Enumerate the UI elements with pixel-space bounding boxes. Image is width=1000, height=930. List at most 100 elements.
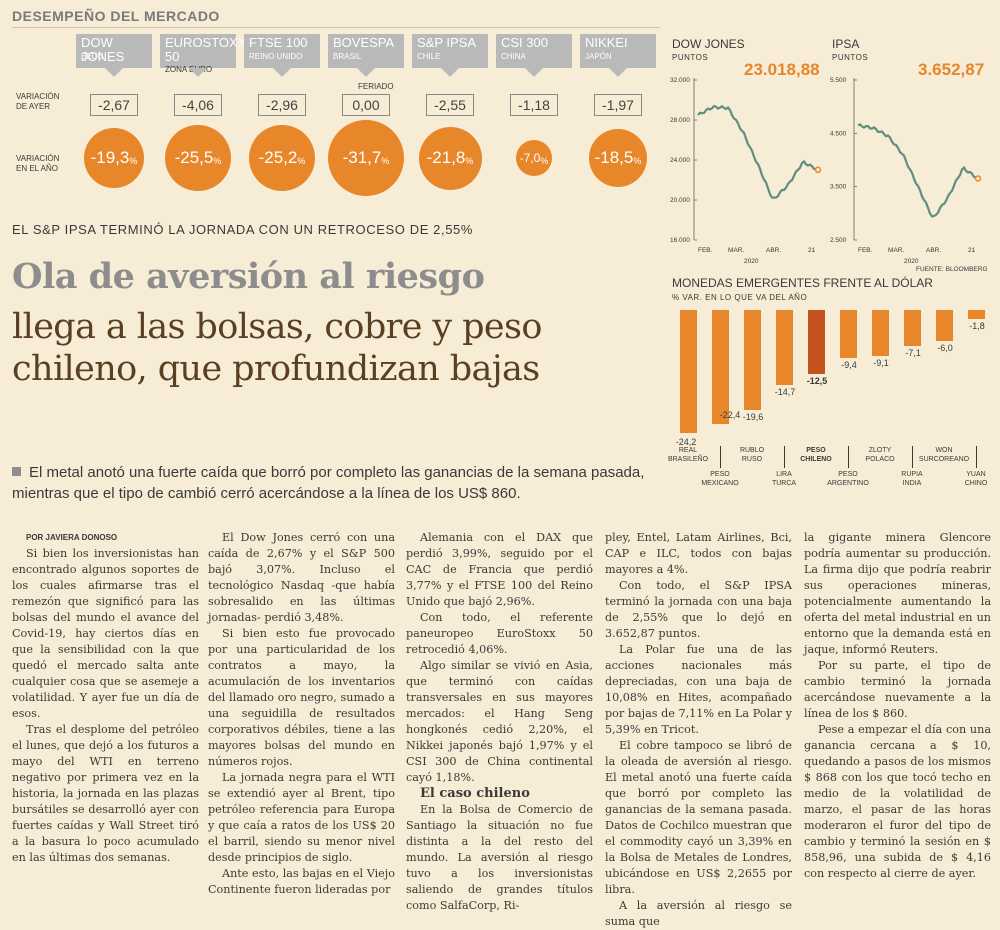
y-tick-label: 3.500 <box>830 184 847 191</box>
article-column-2: El Dow Jones cerró con una caída de 2,67… <box>208 531 395 896</box>
index-header: EUROSTOXX 50 <box>160 34 246 68</box>
article-column-3: Alemania con el DAX que perdió 3,99%, se… <box>406 531 593 912</box>
index-region: ZONA EURO <box>165 65 213 74</box>
y-tick-label: 32.000 <box>670 77 690 84</box>
row-label-year: VARIACIÓN EN EL AÑO <box>16 154 60 173</box>
index-region: REINO UNIDO <box>249 52 303 61</box>
currency-bar-label: -1,8 <box>969 321 985 332</box>
index-region: CHILE <box>417 52 441 61</box>
index-name: CSI 300 <box>501 35 548 50</box>
x-year-label: 2020 <box>904 258 919 265</box>
y-tick-label: 4.500 <box>830 130 847 137</box>
x-year-label: 2020 <box>744 258 759 265</box>
dow-line-chart: 32.000 28.000 24.000 20.000 16.000 FEB. MAR. AB… <box>670 77 822 265</box>
down-arrow-icon <box>273 68 291 77</box>
row-label-day: VARIACIÓN DE AYER <box>16 92 60 111</box>
currency-bar-label: -22,4 <box>719 410 741 421</box>
currency-bar-label: -7,1 <box>905 348 921 359</box>
index-name-2: 50 <box>165 49 180 64</box>
x-tick-label: ABR. <box>926 247 941 254</box>
x-tick-label: FEB. <box>858 247 873 254</box>
down-arrow-icon <box>525 68 543 77</box>
index-day-change: -2,96 <box>258 94 306 116</box>
currency-bar-label: -9,1 <box>873 358 889 369</box>
currency-bar <box>904 310 921 347</box>
index-year-change: -7,0% <box>516 140 552 176</box>
section-divider <box>12 27 660 28</box>
currency-bar <box>680 310 697 434</box>
currency-chart-title: MONEDAS EMERGENTES FRENTE AL DÓLAR <box>672 276 933 290</box>
index-header: CSI 300 <box>496 34 572 68</box>
x-tick-label: FEB. <box>698 247 713 254</box>
dow-chart-unit: PUNTOS <box>672 53 709 62</box>
index-name: FTSE 100 <box>249 35 308 50</box>
currency-category-label: REAL BRASILEÑO <box>667 447 709 463</box>
index-name: BOVESPA <box>333 35 395 50</box>
index-header: NIKKEI <box>580 34 656 68</box>
down-arrow-icon <box>357 68 375 77</box>
dow-chart-title: DOW JONES <box>672 37 745 51</box>
currency-bar-label: -19,6 <box>742 411 764 422</box>
index-year-change: -21,8% <box>418 126 482 190</box>
index-day-change: -1,97 <box>594 94 642 116</box>
leader-line <box>976 446 977 468</box>
currency-bar <box>872 310 889 357</box>
down-arrow-icon <box>441 68 459 77</box>
currency-category-label: PESO ARGENTINO <box>827 471 869 487</box>
index-region: JAPÓN <box>585 52 612 61</box>
currency-category-label: PESO CHILENO <box>800 447 832 463</box>
y-tick-label: 2.500 <box>830 237 847 244</box>
currency-bar-label: -9,4 <box>841 359 857 370</box>
headline-rest: llega a las bolsas, cobre y peso chileno… <box>12 307 542 389</box>
index-day-change: -2,67 <box>90 94 138 116</box>
currency-chart-subtitle: % VAR. EN LO QUE VA DEL AÑO <box>672 293 808 302</box>
index-year-change: -25,5% <box>165 125 231 191</box>
leader-line <box>720 446 721 468</box>
index-name: NIKKEI <box>585 35 628 50</box>
leader-line <box>784 446 785 468</box>
currency-bar <box>712 310 729 425</box>
dow-last-value: 23.018,88 <box>744 60 820 79</box>
index-year-change: -31,7% <box>328 120 404 196</box>
currency-category-label: RUBLO RUSO <box>739 447 765 463</box>
leader-line <box>912 446 913 468</box>
square-bullet-icon <box>12 467 21 476</box>
currency-category-label: RUPIA INDIA <box>901 471 923 487</box>
down-arrow-icon <box>609 68 627 77</box>
index-header: FTSE 100 <box>244 34 320 68</box>
currency-category-label: YUAN CHINO <box>964 471 988 487</box>
index-name: S&P IPSA <box>417 35 477 50</box>
index-year-change: -25,2% <box>249 125 315 191</box>
section-title: DESEMPEÑO DEL MERCADO <box>12 8 220 24</box>
ipsa-chart-unit: PUNTOS <box>832 53 869 62</box>
kicker: EL S&P IPSA TERMINÓ LA JORNADA CON UN RE… <box>12 222 474 237</box>
index-day-change: 0,00 <box>342 94 390 116</box>
index-region: CHINA <box>501 52 526 61</box>
currency-bar <box>936 310 953 341</box>
index-year-change: -18,5% <box>589 129 647 187</box>
chart-source: FUENTE: BLOOMBERG <box>916 266 988 273</box>
deck: El metal anotó una fuerte caída que borr… <box>12 464 645 502</box>
x-tick-label: 21 <box>808 247 816 254</box>
headline-line-1: Ola de aversión al riesgo <box>12 256 485 297</box>
index-header: BOVESPA <box>328 34 404 68</box>
subhead: El caso chileno <box>420 786 530 801</box>
x-tick-label: MAR. <box>728 247 744 254</box>
article-column-1: POR JAVIERA DONOSO Si bien los inversion… <box>12 530 199 866</box>
leader-line <box>848 446 849 468</box>
currency-category-label: PESO MEXICANO <box>701 471 739 487</box>
article-column-5: la gigante minera Glencore podría aument… <box>804 531 991 880</box>
currency-bar-label: -6,0 <box>937 342 953 353</box>
ipsa-chart-title: IPSA <box>832 37 860 51</box>
currency-category-label: ZLOTY POLACO <box>865 447 895 463</box>
currency-category-label: WON SURCOREANO <box>918 447 970 463</box>
index-day-change: -1,18 <box>510 94 558 116</box>
y-tick-label: 16.000 <box>670 237 690 244</box>
article-column-4: pley, Entel, Latam Airlines, Bci, CAP e … <box>605 531 792 928</box>
index-name: DOW JONES <box>81 35 125 64</box>
currency-bar-label: -14,7 <box>774 386 796 397</box>
currency-category-label: LIRA TURCA <box>771 471 797 487</box>
ipsa-last-value: 3.652,87 <box>918 60 985 79</box>
index-year-change: -19,3% <box>84 128 144 188</box>
down-arrow-icon <box>189 68 207 77</box>
